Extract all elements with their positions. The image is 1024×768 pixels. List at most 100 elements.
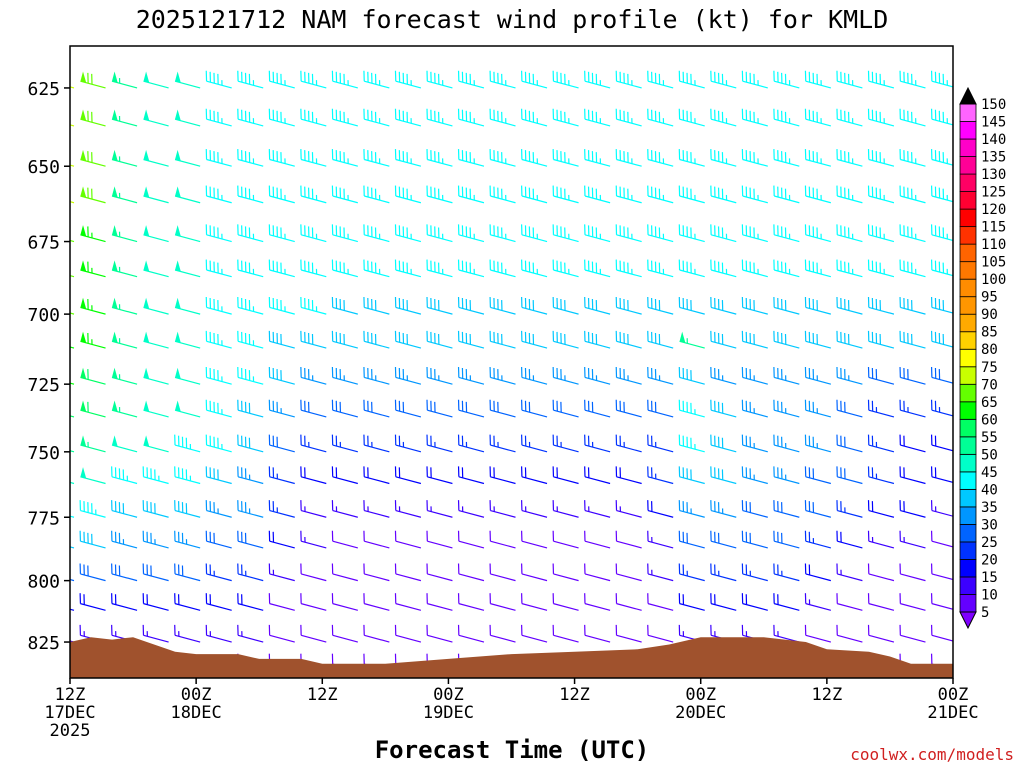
wind-barb [836,296,863,315]
wind-barb [394,500,422,518]
wind-barb [457,224,485,243]
wind-barb [300,224,327,243]
colorbar-segment [959,156,977,175]
wind-barb [300,296,327,315]
plot-frame [69,45,954,679]
wind-barb [363,434,390,453]
colorbar-label: 150 [981,97,1006,113]
wind-barb [552,185,579,204]
wind-barb [804,224,832,243]
wind-barb [394,330,422,349]
y-tick-label: 675 [27,233,60,254]
wind-barb [741,530,768,549]
wind-barb [394,399,422,418]
wind-barb [552,466,579,485]
wind-barb [457,185,485,204]
wind-barb [111,109,138,127]
wind-barb [867,593,895,611]
wind-barb [489,399,516,418]
colorbar-segment [959,471,977,490]
wind-barb [552,224,579,243]
wind-barb [899,259,926,278]
wind-barb [773,434,800,453]
wind-barb [331,399,358,418]
terrain-fill [70,637,953,678]
wind-barb [205,624,232,643]
wind-barb [143,71,169,89]
wind-barb [836,434,863,453]
wind-barb [615,624,642,643]
wind-barb [710,434,737,453]
wind-barb [80,331,106,349]
wind-barb [143,186,169,204]
wind-barb [174,434,201,453]
wind-barb [205,108,232,127]
wind-barb [205,530,232,549]
wind-barb [773,500,800,518]
wind-barb [584,296,611,315]
wind-barb [741,434,768,453]
wind-barb [521,466,548,485]
wind-barb [426,70,453,89]
wind-barb [394,108,422,127]
wind-barb [741,70,768,89]
wind-barb [521,224,548,243]
wind-barb [552,500,579,518]
colorbar-label: 145 [981,115,1006,131]
wind-barb [300,259,327,278]
wind-barb [426,185,453,204]
wind-barb [552,149,579,167]
colorbar-segment [959,383,977,403]
wind-barb [584,149,611,167]
wind-barb [647,330,674,349]
wind-barb [647,366,674,385]
x-tick-label: 20DEC [675,703,726,723]
colorbar-segment [959,121,977,140]
wind-barb [268,149,295,167]
wind-barb [521,366,548,385]
x-tick-label: 12Z [307,685,338,705]
wind-barb [615,108,642,127]
wind-barb [174,466,201,485]
wind-barb [521,108,548,127]
x-tick-label: 12Z [559,685,590,705]
wind-barb [521,593,548,611]
wind-barb [804,500,832,518]
wind-barb [268,624,295,643]
wind-barb [867,149,895,167]
wind-barb [615,466,642,485]
colorbar-label: 130 [981,167,1006,183]
wind-barb [80,149,106,167]
wind-barb [584,500,611,518]
wind-barb [678,366,705,385]
wind-barb [584,434,611,453]
wind-barb [615,530,642,549]
wind-barb [552,563,579,582]
wind-barb [552,366,579,385]
wind-barb [804,70,832,89]
wind-barb [205,330,232,349]
wind-barb [489,70,516,89]
wind-barb [678,185,705,204]
wind-barb [103,46,106,47]
wind-barb [836,366,863,385]
wind-barb [426,296,453,315]
wind-barb [174,149,201,167]
wind-barb [836,466,863,485]
wind-barb [678,224,705,243]
wind-barb [174,186,201,204]
wind-barb [363,466,390,485]
wind-barb [331,330,358,349]
wind-barb [710,185,737,204]
colorbar-segment [959,576,977,595]
y-tick-label: 725 [27,375,60,396]
wind-barb [899,108,926,127]
colorbar-label: 120 [981,202,1006,218]
wind-barb [426,108,453,127]
wind-barb [300,330,327,349]
wind-barb [174,563,201,582]
colorbar-label: 20 [981,552,998,568]
wind-barb [584,259,611,278]
colorbar-segment [959,313,977,333]
